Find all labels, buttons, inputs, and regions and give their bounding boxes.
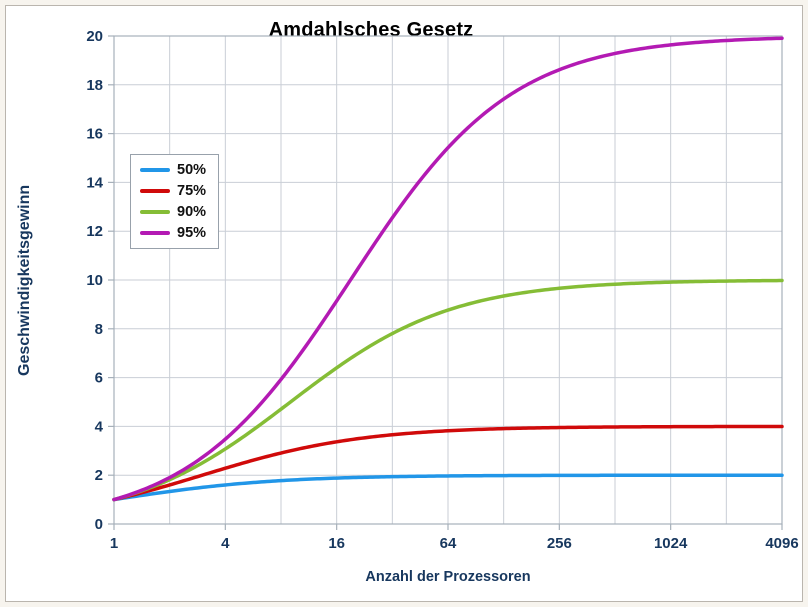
series-line-50%: [112, 473, 784, 502]
x-tick-label: 1: [110, 535, 118, 552]
legend-label: 90%: [177, 204, 207, 220]
x-tick-label: 4096: [765, 535, 798, 552]
y-tick-label: 16: [86, 126, 103, 143]
x-tick-label: 16: [328, 535, 345, 552]
legend-line-swatch: [140, 188, 170, 194]
chart-panel: Amdahlsches Gesetz Geschwindigkeitsgewin…: [5, 5, 803, 602]
legend-line-swatch: [140, 167, 170, 173]
legend: 50% 75% 90% 95%: [130, 154, 220, 249]
legend-item: 90%: [140, 204, 206, 220]
legend-label: 50%: [177, 162, 207, 178]
x-tick-label: 1024: [654, 535, 688, 552]
series-line-95%: [112, 36, 784, 502]
y-tick-label: 8: [95, 321, 103, 338]
x-tick-label: 256: [547, 535, 572, 552]
y-tick-label: 14: [86, 174, 103, 191]
legend-label: 75%: [177, 183, 207, 199]
series-line-90%: [112, 278, 784, 502]
y-tick-label: 6: [95, 370, 103, 387]
y-tick-label: 10: [86, 272, 103, 289]
x-tick-label: 4: [221, 535, 230, 552]
y-tick-label: 4: [95, 418, 104, 435]
legend-line-swatch: [140, 209, 170, 215]
y-tick-label: 2: [95, 467, 103, 484]
legend-item: 75%: [140, 183, 206, 199]
y-tick-label: 0: [95, 516, 103, 533]
legend-label: 95%: [177, 225, 207, 241]
legend-item: 95%: [140, 225, 206, 241]
series-line-75%: [112, 424, 784, 502]
legend-item: 50%: [140, 162, 206, 178]
y-tick-label: 18: [86, 77, 103, 94]
y-tick-label: 20: [86, 28, 103, 45]
x-tick-label: 64: [440, 535, 457, 552]
x-axis-title: Anzahl der Prozessoren: [365, 569, 531, 585]
legend-line-swatch: [140, 230, 170, 236]
y-tick-label: 12: [86, 223, 103, 240]
